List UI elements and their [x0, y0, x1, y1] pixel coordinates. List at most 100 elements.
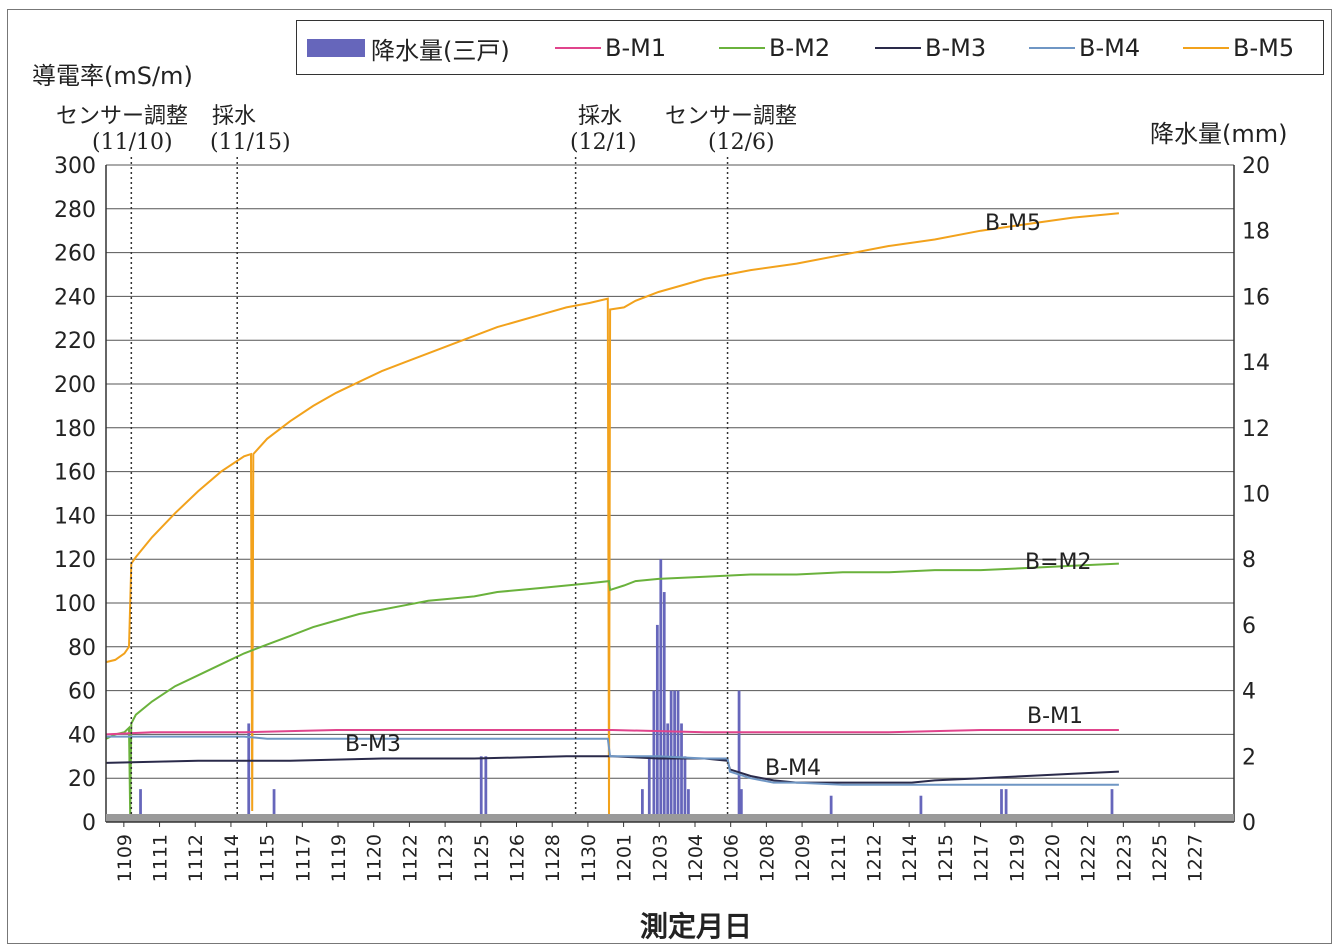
x-tick-label-1209: 1209 [792, 834, 814, 882]
y2-tick-label-8: 16 [1242, 285, 1270, 310]
legend-label-precip: 降水量(三戸) [371, 36, 510, 65]
precip-bar-15 [680, 723, 683, 822]
x-tick-label-1211: 1211 [828, 834, 850, 882]
series-label-1: B=M2 [1025, 550, 1092, 575]
precip-bar-22 [1000, 789, 1003, 822]
legend-label-bm2: B-M2 [769, 34, 831, 62]
y-tick-label-6: 120 [54, 548, 96, 573]
legend-swatch-bm1 [555, 47, 601, 49]
x-tick-label-1204: 1204 [685, 834, 707, 882]
precip-bar-6 [647, 756, 651, 822]
y2-tick-label-9: 18 [1242, 220, 1270, 245]
precip-bar-24 [1110, 789, 1114, 822]
series-label-4: B-M4 [765, 756, 821, 781]
y2-tick-label-7: 14 [1242, 351, 1270, 376]
legend-swatch-bm5 [1183, 47, 1229, 49]
x-tick-label-1125: 1125 [471, 834, 493, 882]
x-tick-label-1203: 1203 [649, 834, 671, 882]
y2-tick-label-5: 10 [1242, 483, 1270, 508]
precip-bar-19 [739, 789, 743, 822]
legend-swatch-bm4 [1029, 47, 1075, 49]
precip-bar-9 [659, 559, 663, 822]
grid [106, 164, 1234, 779]
series-line-b-m3 [105, 755, 1119, 784]
y-tick-label-5: 100 [54, 592, 96, 617]
legend-swatch-bm3 [875, 47, 921, 49]
y-tick-label-11: 220 [54, 329, 96, 354]
x-tick-label-1225: 1225 [1149, 834, 1171, 882]
precip-bar-3 [479, 756, 483, 822]
x-tick-label-1223: 1223 [1113, 834, 1135, 882]
x-axis-title: 測定月日 [640, 910, 753, 943]
x-tick-label-1217: 1217 [971, 834, 993, 882]
y-tick-label-10: 200 [54, 373, 96, 398]
annotation-sampling-1: 採水 [212, 104, 257, 129]
legend-label-bm5: B-M5 [1233, 34, 1295, 62]
y-tick-label-0: 0 [82, 811, 96, 836]
precip-bar-18 [737, 690, 741, 822]
precip-bar-4 [484, 756, 488, 822]
legend-item-bm1: B-M1 [555, 31, 666, 65]
x-ticks: 1109 1111 1112 1114 1115 1117 1119 1120 1122 1123… [114, 822, 1207, 882]
precip-bar-2 [272, 789, 276, 822]
x-tick-label-1130: 1130 [578, 834, 600, 882]
x-tick-label-1201: 1201 [614, 834, 636, 882]
series-label-0: B-M5 [985, 211, 1041, 236]
precip-bar-11 [666, 723, 670, 822]
legend-label-bm1: B-M1 [605, 34, 667, 62]
x-tick-label-1222: 1222 [1078, 834, 1100, 882]
x-tick-label-1111: 1111 [150, 834, 172, 882]
precip-bar-16 [683, 756, 687, 822]
annotation-date-1110: (11/10) [92, 130, 173, 155]
legend-item-precip: 降水量(三戸) [307, 31, 510, 65]
x-tick-label-1109: 1109 [114, 834, 136, 882]
x-axis-band [106, 814, 1234, 822]
x-tick-label-1120: 1120 [364, 834, 386, 882]
annotation-date-1206: (12/6) [708, 130, 775, 155]
y-tick-label-9: 180 [54, 417, 96, 442]
legend-label-bm4: B-M4 [1079, 34, 1141, 62]
legend-swatch-precip [307, 39, 365, 57]
x-tick-label-1212: 1212 [863, 834, 885, 882]
x-tick-label-1208: 1208 [756, 834, 778, 882]
x-tick-label-1227: 1227 [1185, 834, 1207, 882]
y-tick-label-2: 40 [68, 723, 96, 748]
y-axis-left-title: 導電率(mS/m) [32, 62, 193, 90]
x-tick-label-1114: 1114 [221, 834, 243, 882]
legend-item-bm2: B-M2 [719, 31, 830, 65]
annotation-sampling-2: 採水 [578, 104, 623, 129]
x-tick-label-1128: 1128 [542, 834, 564, 882]
y-tick-label-15: 300 [54, 154, 96, 179]
annotation-sensor-adjust-1: センサー調整 [56, 104, 189, 129]
annotation-sensor-adjust-2: センサー調整 [665, 104, 798, 129]
y-tick-label-4: 80 [68, 636, 96, 661]
y-left-ticks: 0 20 40 60 80 100 120 140 160 180 200 220 240 260 280 3… [54, 154, 96, 836]
precip-bar-23 [1004, 789, 1008, 822]
y-tick-label-8: 160 [54, 461, 96, 486]
chart-frame [7, 9, 1332, 944]
x-tick-label-1112: 1112 [185, 834, 207, 882]
y-tick-label-12: 240 [54, 285, 96, 310]
legend-item-bm4: B-M4 [1029, 31, 1140, 65]
y2-tick-label-4: 8 [1242, 548, 1256, 573]
annotation-date-1201: (12/1) [570, 130, 637, 155]
precip-bar-0 [139, 789, 142, 822]
series-line-b-m5 [105, 212, 1119, 816]
precip-bar-17 [687, 789, 690, 822]
series-labels: B-M5 B=M2 B-M1 B-M3 B-M4 [345, 211, 1092, 781]
legend-item-bm5: B-M5 [1183, 31, 1294, 65]
x-tick-label-1119: 1119 [328, 834, 350, 882]
series-label-3: B-M3 [345, 732, 401, 757]
y-tick-label-1: 20 [68, 767, 96, 792]
x-tick-label-1220: 1220 [1042, 834, 1064, 882]
y2-tick-label-1: 2 [1242, 745, 1256, 770]
x-tick-label-1215: 1215 [935, 834, 957, 882]
y2-tick-label-10: 20 [1242, 154, 1270, 179]
precip-bar-21 [919, 795, 923, 822]
series-lines [105, 212, 1119, 816]
x-tick-label-1117: 1117 [292, 834, 314, 882]
y2-tick-label-0: 0 [1242, 811, 1256, 836]
series-label-2: B-M1 [1027, 704, 1083, 729]
y-tick-label-3: 60 [68, 680, 96, 705]
precip-bar-8 [655, 624, 659, 822]
